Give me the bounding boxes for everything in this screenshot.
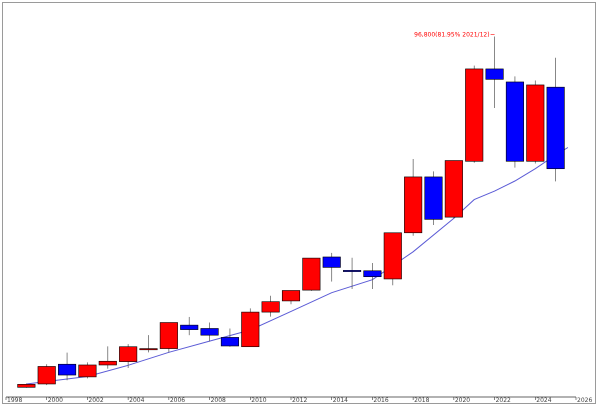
candle-2020 — [444, 160, 463, 219]
candle-2004 — [119, 344, 138, 368]
candle-body — [526, 84, 545, 162]
x-tick-label: 2014 — [333, 397, 348, 404]
candle-2023 — [505, 76, 524, 168]
x-tick-label: 1998 — [7, 397, 22, 404]
candle-2025 — [546, 57, 565, 182]
x-tick-label: 2004 — [129, 397, 144, 404]
candle-body — [302, 257, 321, 291]
candle-body — [485, 68, 504, 80]
candle-2001 — [58, 352, 77, 381]
candle-body — [505, 81, 524, 162]
candle-2022 — [485, 36, 504, 109]
x-tick-label: 2006 — [170, 397, 185, 404]
candle-2017 — [383, 232, 402, 286]
candle-body — [322, 256, 341, 268]
candle-1999 — [17, 383, 36, 388]
candle-body — [363, 270, 382, 278]
candle-2015 — [343, 257, 362, 290]
candle-body — [58, 363, 77, 376]
x-tick-label: 2024 — [536, 397, 551, 404]
candle-body — [78, 364, 97, 378]
candle-2019 — [424, 171, 443, 225]
candle-body — [220, 337, 239, 347]
x-tick-label: 2002 — [88, 397, 103, 404]
candle-body — [546, 86, 565, 170]
candle-body — [98, 360, 117, 366]
candle-2021 — [465, 65, 484, 163]
candle-2005 — [139, 335, 158, 353]
candle-2018 — [404, 159, 423, 236]
x-tick-label: 2016 — [373, 397, 388, 404]
candle-2010 — [241, 308, 260, 348]
candle-2013 — [302, 257, 321, 291]
x-tick-label: 2008 — [211, 397, 226, 404]
x-tick-label: 2020 — [455, 397, 470, 404]
candle-2008 — [200, 322, 219, 342]
candle-2016 — [363, 262, 382, 290]
candle-2024 — [526, 80, 545, 164]
x-tick-label: 2026 — [577, 397, 592, 404]
high-annotation: 96,800(81.95% 2021/12) — [414, 32, 489, 39]
x-axis: 1998 2000 2002 2004 2006 2008 2010 2012 2014 2016… — [5, 396, 592, 404]
candle-body — [261, 301, 280, 313]
candle-2011 — [261, 295, 280, 317]
candle-2007 — [180, 316, 199, 336]
candle-body — [465, 68, 484, 162]
candle-body — [424, 176, 443, 220]
candle-body — [119, 346, 138, 362]
x-tick-label: 2000 — [48, 397, 63, 404]
x-tick-label: 2018 — [414, 397, 429, 404]
candle-body — [159, 322, 178, 349]
candle-2014 — [322, 252, 341, 282]
candle-body — [200, 328, 219, 336]
x-tick-label: 2010 — [251, 397, 266, 404]
candle-body — [281, 290, 301, 302]
candle-2006 — [159, 322, 178, 353]
candle-2002 — [78, 362, 97, 379]
candle-2000 — [37, 364, 56, 386]
candles-layer — [17, 36, 565, 388]
candle-2009 — [220, 328, 239, 347]
candle-body — [139, 348, 158, 351]
candle-2012 — [281, 290, 301, 305]
candle-body — [17, 384, 36, 388]
candle-body — [343, 270, 362, 272]
candle-2003 — [98, 346, 117, 369]
candle-body — [404, 176, 423, 234]
x-tick-label: 2012 — [292, 397, 307, 404]
candle-body — [241, 311, 260, 348]
candle-body — [444, 160, 463, 218]
candle-body — [37, 366, 56, 385]
x-tick-label: 2022 — [496, 397, 511, 404]
candle-body — [383, 232, 402, 280]
annotation-layer: 96,800(81.95% 2021/12) — [414, 32, 495, 39]
candle-body — [180, 324, 199, 330]
